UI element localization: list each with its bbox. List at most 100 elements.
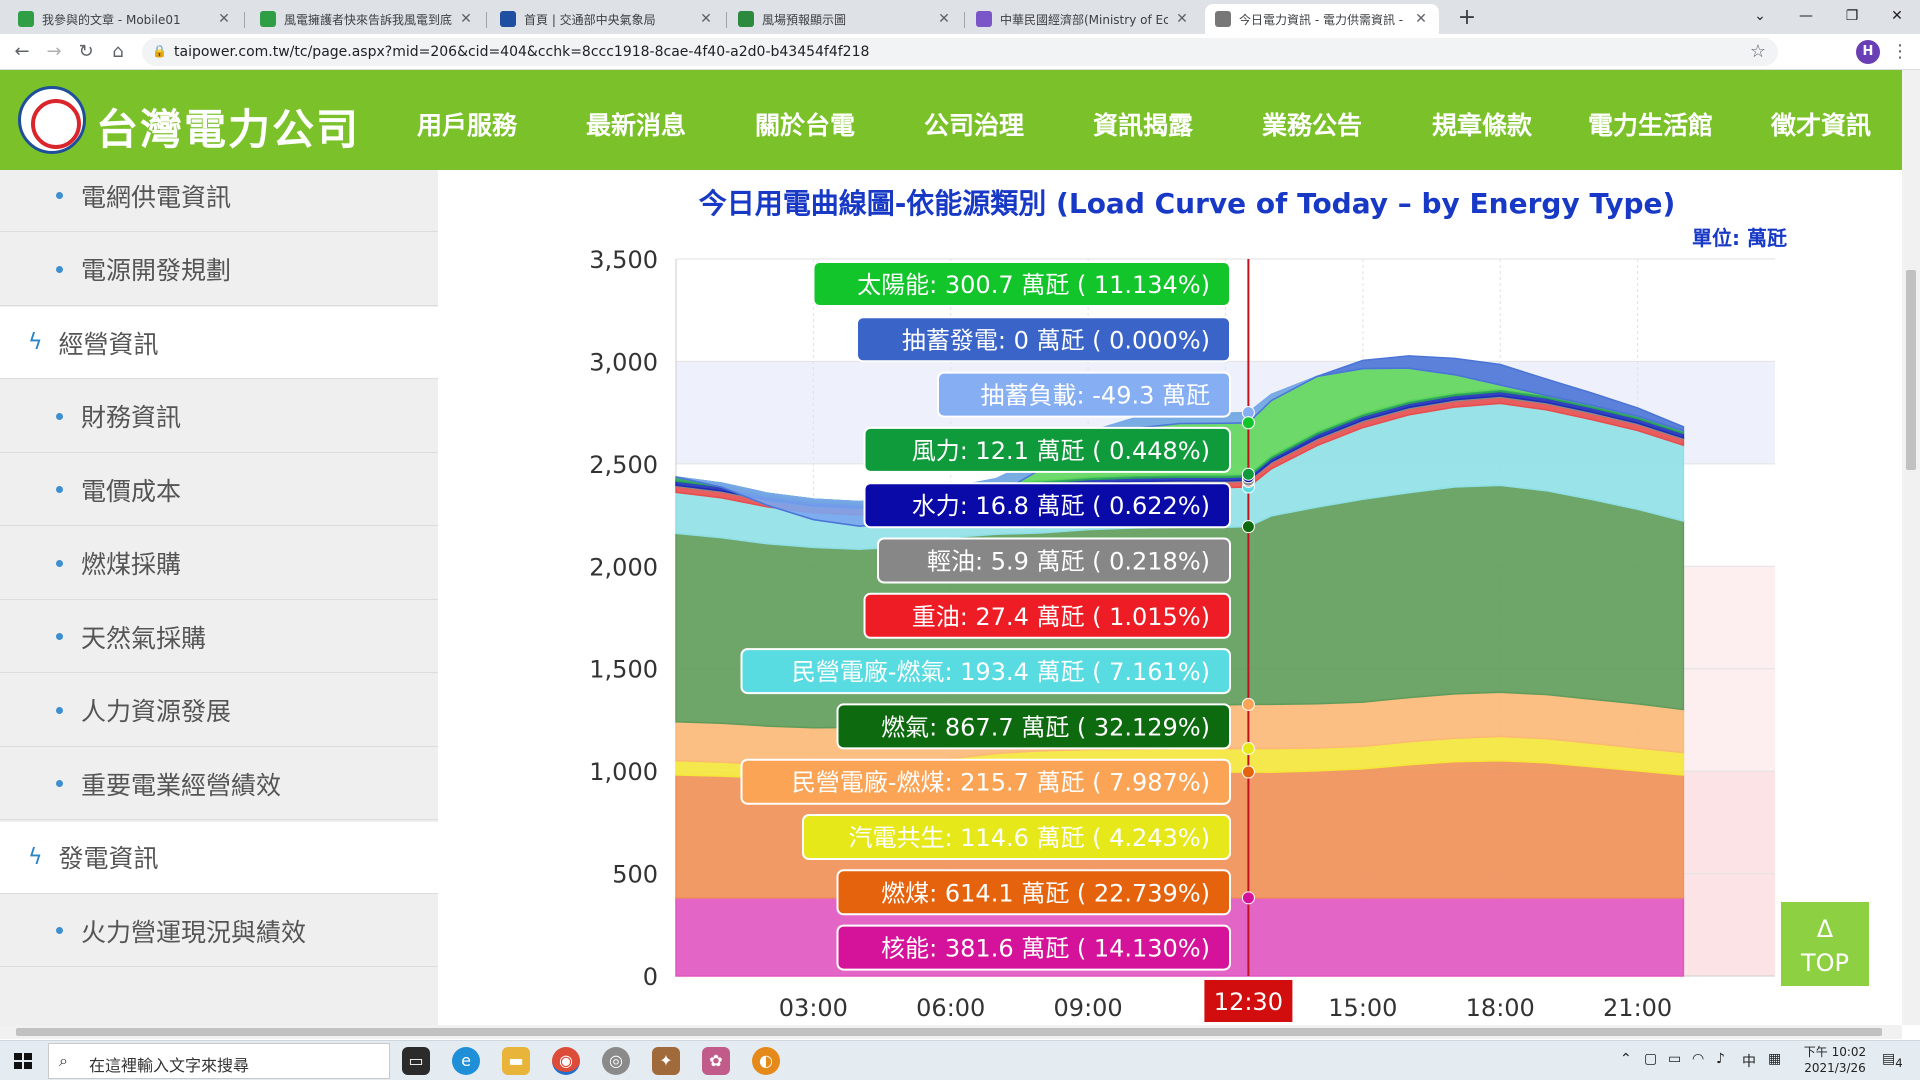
sidebar-item[interactable]: 燃煤採購 [0, 528, 438, 600]
tab-close-icon[interactable]: ✕ [700, 11, 712, 27]
taskbar-search-input[interactable]: ⌕ 在這裡輸入文字來搜尋 [48, 1043, 390, 1079]
browser-tab[interactable]: 今日電力資訊 - 電力供需資訊 - 臺 ✕ [1205, 4, 1439, 34]
nav-item[interactable]: 資訊揭露 [1093, 111, 1194, 140]
tab-close-icon[interactable]: ✕ [218, 11, 230, 27]
tab-close-icon[interactable]: ✕ [1415, 11, 1427, 27]
tooltip-text: 核能: 381.6 萬瓩 ( 14.130%) [881, 935, 1210, 963]
windows-start-icon[interactable] [0, 1041, 46, 1081]
forward-icon[interactable]: → [46, 41, 62, 62]
horizontal-scrollbar-thumb[interactable] [16, 1028, 1882, 1036]
taskbar-clock[interactable]: 下午 10:02 2021/3/26 [1800, 1044, 1870, 1076]
site-logo-text[interactable]: 台灣電力公司 [96, 105, 361, 154]
browser-toolbar: ← → ↻ ⌂ 🔒 taipower.com.tw/tc/page.aspx?m… [0, 34, 1920, 70]
tray-volume-icon[interactable]: ♪ [1716, 1051, 1725, 1067]
sidebar-item-label: 經營資訊 [58, 329, 159, 359]
browser-tab[interactable]: 我參與的文章 - Mobile01 ✕ [8, 4, 242, 34]
back-to-top-label: TOP [1800, 949, 1850, 977]
nav-item[interactable]: 關於台電 [755, 111, 856, 140]
taipower-logo-icon[interactable] [18, 86, 86, 154]
bookmark-star-icon[interactable]: ☆ [1749, 41, 1766, 62]
minimize-button[interactable]: — [1799, 8, 1813, 24]
x-tick-label: 06:00 [916, 994, 985, 1022]
tray-ime-indicator[interactable]: 中 [1742, 1054, 1756, 1070]
browser-menu-icon[interactable]: ⋮ [1891, 41, 1909, 62]
close-window-button[interactable]: ✕ [1891, 8, 1903, 24]
nav-item[interactable]: 徵才資訊 [1771, 111, 1872, 140]
app-icon-media[interactable]: ✿ [702, 1047, 730, 1075]
sidebar-item-label: 燃煤採購 [81, 550, 182, 579]
task-view-icon[interactable]: ▭ [402, 1047, 430, 1075]
tooltip-text: 抽蓄發電: 0 萬瓩 ( 0.000%) [902, 326, 1210, 354]
browser-tab[interactable]: 風電擁護者快來告訴我風電到底 ✕ [250, 4, 484, 34]
sidebar-item[interactable]: 人力資源發展 [0, 675, 438, 747]
horizontal-scrollbar[interactable] [0, 1025, 1902, 1039]
tab-close-icon[interactable]: ✕ [938, 11, 950, 27]
tab-separator [726, 12, 727, 28]
tab-search-icon[interactable]: ⌄ [1754, 8, 1766, 24]
vertical-scrollbar[interactable] [1902, 70, 1920, 1025]
sidebar-item-label: 發電資訊 [58, 844, 159, 873]
edge-browser-icon[interactable]: e [452, 1047, 480, 1075]
sidebar-item[interactable]: 電源開發規劃 [0, 234, 438, 306]
browser-tab[interactable]: 中華民國經濟部(Ministry of Eco ✕ [966, 4, 1200, 34]
tooltip-box [937, 371, 1231, 418]
reload-icon[interactable]: ↻ [78, 41, 94, 62]
tooltip-text: 太陽能: 300.7 萬瓩 ( 11.134%) [857, 271, 1210, 299]
notification-icon[interactable]: ▤4 [1882, 1051, 1903, 1070]
nav-item[interactable]: 業務公告 [1262, 111, 1363, 140]
nav-item[interactable]: 電力生活館 [1588, 111, 1714, 140]
tray-overflow-icon[interactable]: ⌃ [1620, 1051, 1632, 1067]
y-tick-label: 3,000 [589, 348, 658, 376]
tray-device-icon[interactable]: ▢ [1644, 1051, 1658, 1067]
sidebar-section[interactable]: ϟ 經營資訊 [0, 307, 438, 379]
sidebar-item[interactable]: 火力營運現況與績效 [0, 895, 438, 967]
tooltip-row: 水力: 16.8 萬瓩 ( 0.622%) [863, 482, 1231, 529]
sidebar-item[interactable]: 天然氣採購 [0, 601, 438, 673]
maximize-button[interactable]: ❐ [1845, 8, 1859, 24]
browser-tab[interactable]: 風場預報顯示圖 ✕ [728, 4, 962, 34]
tooltip-box [740, 758, 1231, 805]
app-icon-animal[interactable]: ✦ [652, 1047, 680, 1075]
chrome-browser-icon[interactable]: ◉ [552, 1047, 580, 1075]
tab-close-icon[interactable]: ✕ [460, 11, 472, 27]
app-icon-blender[interactable]: ◐ [752, 1047, 780, 1075]
sidebar-item[interactable]: 財務資訊 [0, 381, 438, 453]
home-icon[interactable]: ⌂ [112, 41, 124, 62]
x-tick-label: 21:00 [1603, 994, 1672, 1022]
y-tick-label: 500 [612, 861, 658, 889]
cursor-marker [1241, 742, 1255, 756]
cursor-time-badge [1204, 980, 1293, 1022]
sidebar-section[interactable]: ϟ 發電資訊 [0, 821, 438, 894]
file-explorer-icon[interactable]: ▬ [502, 1047, 530, 1075]
vertical-scrollbar-thumb[interactable] [1906, 270, 1916, 470]
app-icon-disc[interactable]: ◎ [602, 1047, 630, 1075]
back-to-top-button[interactable]: Δ TOP [1781, 902, 1869, 986]
nav-item[interactable]: 用戶服務 [417, 111, 518, 140]
bullet-dot-icon [56, 706, 63, 714]
bullet-dot-icon [56, 412, 63, 420]
site-header: 台灣電力公司 用戶服務 最新消息 關於台電 公司治理 資訊揭露 業務公告 規章條款 電力生活館… [0, 70, 1902, 170]
tray-keyboard-icon[interactable]: ▦ [1768, 1051, 1782, 1067]
tooltip-row: 抽蓄發電: 0 萬瓩 ( 0.000%) [856, 316, 1231, 363]
tab-close-icon[interactable]: ✕ [1176, 11, 1188, 27]
nav-item[interactable]: 最新消息 [586, 111, 687, 140]
address-bar[interactable]: 🔒 taipower.com.tw/tc/page.aspx?mid=206&c… [142, 38, 1778, 66]
sidebar-item[interactable]: 電價成本 [0, 454, 438, 526]
x-tick-label: 09:00 [1054, 994, 1123, 1022]
nav-item[interactable]: 公司治理 [924, 111, 1025, 140]
tray-battery-icon[interactable]: ▭ [1668, 1051, 1682, 1067]
search-icon: ⌕ [59, 1051, 68, 1070]
sidebar-item[interactable]: 電網供電資訊 [0, 170, 438, 232]
tooltip-row: 燃氣: 867.7 萬瓩 ( 32.129%) [836, 703, 1231, 750]
tray-wifi-icon[interactable]: ◠ [1692, 1051, 1705, 1067]
load-curve-chart[interactable]: 0 500 1,000 1,500 2,000 2,500 3,000 3,500 03:00 0… [472, 170, 1902, 1025]
tab-title: 風電擁護者快來告訴我風電到底 [284, 12, 452, 27]
back-icon[interactable]: ← [14, 41, 30, 62]
tooltip-row: 燃煤: 614.1 萬瓩 ( 22.739%) [836, 869, 1231, 916]
nav-item[interactable]: 規章條款 [1432, 111, 1533, 140]
cursor-marker [1241, 765, 1255, 779]
profile-avatar[interactable]: H [1856, 40, 1880, 64]
sidebar-item[interactable]: 重要電業經營績效 [0, 748, 438, 820]
new-tab-button[interactable]: + [1457, 5, 1477, 30]
browser-tab[interactable]: 首頁 | 交通部中央氣象局 ✕ [490, 4, 724, 34]
